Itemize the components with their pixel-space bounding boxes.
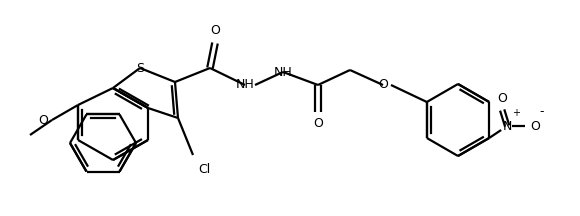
Text: Cl: Cl [198,163,210,176]
Text: S: S [136,62,144,75]
Text: NH: NH [235,78,255,92]
Text: O: O [378,78,388,92]
Text: O: O [530,119,540,132]
Text: O: O [313,117,323,130]
Text: -: - [539,105,543,118]
Text: N: N [502,119,512,132]
Text: O: O [210,24,220,37]
Text: +: + [512,108,520,118]
Text: O: O [497,92,507,105]
Text: NH: NH [274,65,292,78]
Text: O: O [38,113,48,127]
